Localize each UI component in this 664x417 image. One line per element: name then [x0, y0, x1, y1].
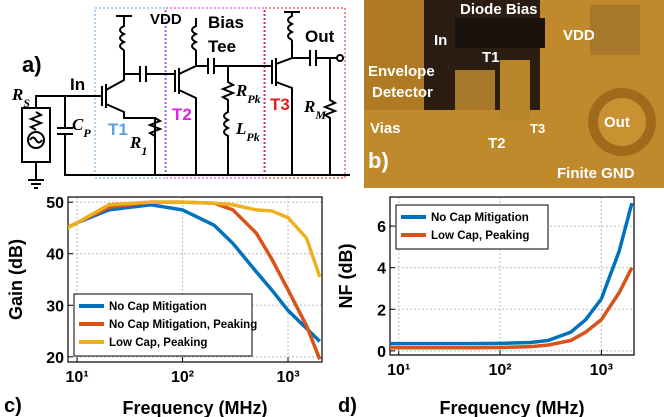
y-tick-label: 30: [46, 298, 64, 315]
y-tick-label: 4: [377, 261, 386, 278]
panel-label: a): [22, 52, 42, 77]
legend-label: No Cap Mitigation, Peaking: [109, 319, 257, 331]
label: Out: [305, 27, 335, 46]
chip-label: Envelope: [368, 63, 435, 80]
chip-label: Detector: [372, 84, 433, 101]
legend-label: Low Cap, Peaking: [109, 337, 207, 349]
chip-label: VDD: [563, 27, 595, 44]
transistor-label: T1: [108, 120, 128, 139]
x-tick-label: 10²: [171, 369, 194, 386]
chip-label: T1: [482, 49, 500, 66]
x-tick-label: 10³: [276, 369, 299, 386]
transistor-label: T2: [172, 105, 192, 124]
panel-label: c): [4, 395, 22, 417]
chip-label: Finite GND: [557, 165, 635, 182]
component-label: RS: [11, 85, 30, 110]
x-tick-label: 10³: [590, 362, 613, 379]
page: {"panel_labels": ["a)", "b)", "c)", "d)"…: [0, 0, 664, 417]
x-tick-label: 10²: [488, 362, 511, 379]
legend-label: Low Cap, Peaking: [431, 230, 529, 242]
chip-label: Diode Bias: [460, 1, 538, 18]
legend-label: No Cap Mitigation: [109, 301, 207, 313]
chip-label: T3: [530, 121, 545, 136]
x-axis-label: Frequency (MHz): [122, 398, 267, 417]
chip-label: Vias: [370, 120, 401, 137]
panel-label: d): [338, 395, 357, 417]
chip-label: In: [434, 32, 447, 49]
y-axis-label: NF (dB): [336, 244, 356, 309]
figure: VDD Bias Tee Out In T1 T2 T3 RS CP R1 RP…: [0, 0, 664, 417]
component-label: CP: [72, 115, 91, 140]
label: In: [70, 75, 85, 94]
panel-label: b): [368, 148, 389, 173]
x-tick-label: 10¹: [66, 369, 89, 386]
component-label: RM: [303, 97, 326, 122]
y-tick-label: 50: [46, 195, 64, 212]
chip-label: Out: [604, 114, 630, 131]
chip-label: T2: [488, 135, 506, 152]
label: Tee: [208, 37, 236, 56]
component-label: R1: [129, 133, 147, 158]
y-tick-label: 20: [46, 350, 64, 367]
y-tick-label: 6: [377, 219, 386, 236]
wires: [22, 12, 350, 188]
y-tick-label: 40: [46, 247, 64, 264]
label: VDD: [150, 11, 182, 28]
x-axis-label: Frequency (MHz): [439, 398, 584, 417]
schematic: VDD Bias Tee Out In T1 T2 T3 RS CP R1 RP…: [11, 8, 350, 188]
legend-label: No Cap Mitigation: [431, 212, 529, 224]
component-label: RPk: [235, 81, 261, 106]
y-axis-label: Gain (dB): [6, 239, 26, 320]
component-label: LPk: [235, 119, 260, 144]
label: Bias: [208, 13, 244, 32]
transistor-label: T3: [270, 95, 290, 114]
y-tick-label: 2: [377, 302, 386, 319]
x-tick-label: 10¹: [387, 362, 410, 379]
y-tick-label: 0: [377, 344, 386, 361]
